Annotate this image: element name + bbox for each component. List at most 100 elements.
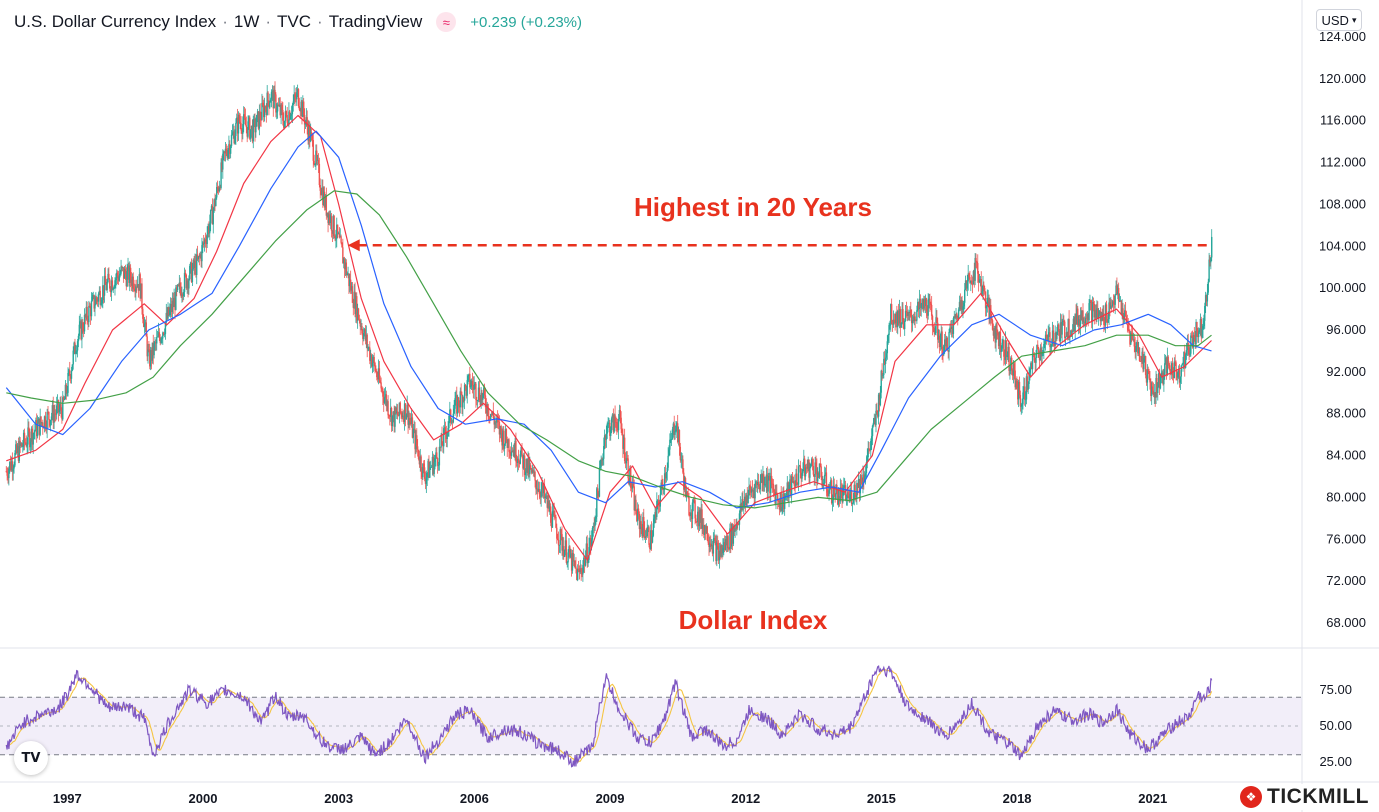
candle-body — [453, 408, 455, 414]
candle-body — [109, 288, 112, 293]
candle-body — [864, 473, 867, 477]
candle-body — [645, 536, 648, 538]
candle-body — [1024, 386, 1026, 400]
candle-body — [917, 301, 919, 311]
candle-body — [298, 106, 301, 110]
candle-body — [918, 298, 921, 309]
candle-body — [163, 334, 166, 335]
candle-body — [505, 429, 508, 442]
candle-body — [216, 187, 219, 189]
currency-button[interactable]: USD ▾ — [1316, 9, 1362, 31]
candle-body — [56, 405, 58, 415]
candle-body — [149, 350, 151, 367]
candle-body — [843, 485, 846, 487]
candle-body — [148, 349, 150, 351]
candle-body — [623, 437, 625, 449]
moving-average-mid[interactable] — [5, 130, 1212, 509]
candle-body — [241, 130, 243, 134]
candle-body — [555, 516, 557, 528]
candle-body — [1050, 344, 1053, 347]
candle-body — [1177, 372, 1179, 378]
candle-body — [312, 140, 314, 161]
candle-body — [1053, 341, 1055, 346]
candle-body — [269, 99, 272, 103]
candle-body — [859, 475, 862, 494]
candle-body — [601, 459, 603, 461]
candle-body — [413, 428, 415, 430]
candle-body — [1162, 372, 1164, 385]
candle-body — [381, 388, 383, 390]
symbol-title[interactable]: U.S. Dollar Currency Index — [14, 12, 217, 31]
candle-body — [470, 380, 473, 386]
candle-body — [299, 109, 301, 112]
candle-body — [331, 230, 334, 234]
candle-body — [507, 439, 509, 448]
candle-body — [1094, 309, 1096, 318]
candle-body — [365, 334, 368, 341]
candle-body — [949, 327, 951, 332]
candle-body — [932, 326, 935, 329]
candle-body — [142, 318, 145, 328]
candle-body — [470, 385, 472, 388]
candle-body — [1191, 335, 1193, 337]
price-tick-label: 76.000 — [1326, 531, 1366, 546]
candle-body — [351, 286, 354, 303]
candle-body — [1089, 300, 1091, 304]
candle-body — [659, 494, 662, 507]
time-tick-label: 2003 — [324, 791, 353, 806]
candle-body — [797, 466, 800, 485]
candle-body — [1069, 336, 1071, 338]
candle-body — [398, 402, 401, 416]
candle-body — [685, 491, 688, 498]
candle-body — [286, 114, 288, 123]
candle-body — [844, 485, 847, 501]
candle-body — [565, 540, 568, 563]
moving-average-fast[interactable] — [6, 114, 1212, 561]
candle-body — [1211, 236, 1213, 258]
candle-body — [845, 498, 848, 501]
candle-body — [436, 452, 438, 459]
candle-body — [386, 401, 388, 407]
candle-body — [1159, 376, 1162, 389]
candle-body — [604, 435, 607, 440]
candle-body — [731, 524, 734, 544]
candle-body — [683, 472, 685, 490]
candle-body — [1179, 376, 1182, 383]
candle-body — [317, 160, 320, 164]
candle-body — [138, 274, 141, 291]
candle-body — [525, 458, 528, 472]
candlestick-series[interactable] — [5, 81, 1213, 582]
candle-body — [1017, 381, 1020, 400]
moving-average-slow[interactable] — [6, 190, 1212, 509]
candle-body — [40, 416, 42, 424]
candle-body — [610, 430, 612, 437]
candle-body — [349, 279, 352, 291]
candle-body — [896, 312, 898, 328]
candle-body — [86, 306, 88, 320]
candle-body — [1138, 347, 1141, 362]
candle-body — [639, 521, 642, 530]
candle-body — [197, 256, 200, 260]
candle-body — [169, 309, 171, 316]
candle-body — [1079, 314, 1082, 327]
rsi-pane[interactable] — [0, 665, 1302, 768]
candle-body — [302, 101, 304, 117]
wave-icon[interactable]: ≈ — [436, 12, 457, 32]
candle-body — [1161, 372, 1163, 375]
candle-body — [49, 419, 51, 426]
price-pane[interactable] — [5, 81, 1213, 582]
interval-label[interactable]: 1W — [233, 12, 260, 31]
tradingview-logo[interactable]: TV — [14, 741, 48, 775]
candle-body — [444, 427, 447, 435]
candle-body — [1056, 331, 1058, 339]
candle-body — [1157, 386, 1159, 394]
candle-body — [338, 233, 341, 238]
candle-body — [1120, 300, 1122, 315]
candle-body — [309, 125, 311, 142]
candle-body — [756, 482, 758, 486]
candle-body — [276, 104, 279, 112]
candle-body — [981, 291, 983, 294]
rsi-line[interactable] — [5, 665, 1213, 768]
candle-body — [1156, 378, 1158, 394]
